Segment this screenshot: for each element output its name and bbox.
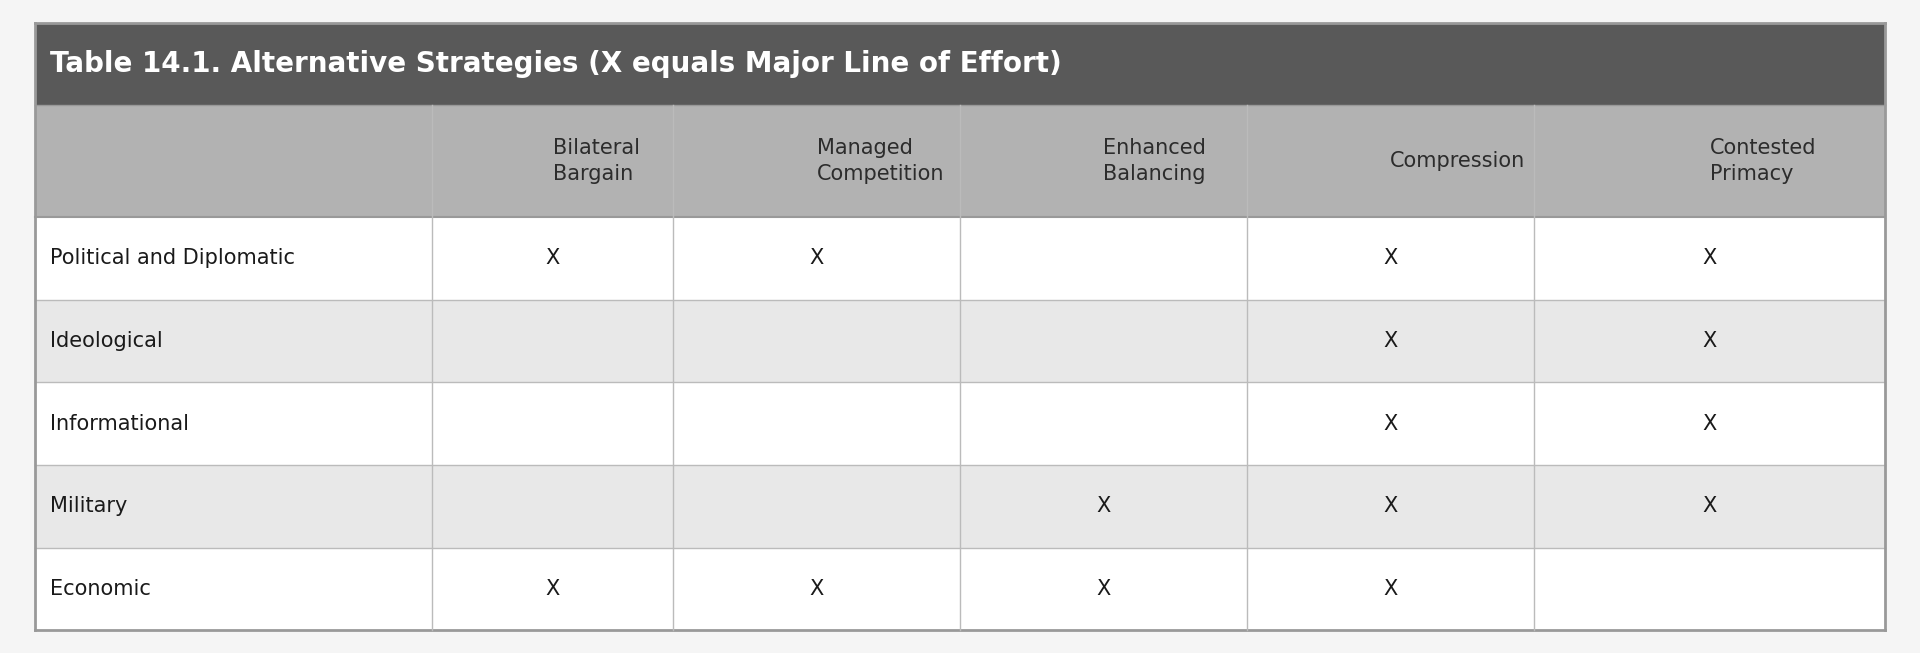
Text: Contested
Primacy: Contested Primacy (1709, 138, 1816, 184)
Text: Political and Diplomatic: Political and Diplomatic (50, 249, 296, 268)
Text: X: X (1382, 331, 1398, 351)
Bar (35, 548, 1885, 630)
Text: X: X (1382, 579, 1398, 599)
Text: X: X (545, 249, 561, 268)
Text: Managed
Competition: Managed Competition (816, 138, 945, 184)
Text: X: X (1096, 579, 1110, 599)
Text: X: X (1382, 496, 1398, 517)
Text: X: X (810, 249, 824, 268)
Text: Enhanced
Balancing: Enhanced Balancing (1104, 138, 1206, 184)
Bar (35, 23, 1885, 105)
Text: X: X (1703, 249, 1716, 268)
Text: X: X (1703, 331, 1716, 351)
Bar (35, 465, 1885, 548)
Text: X: X (810, 579, 824, 599)
Text: X: X (1703, 496, 1716, 517)
Text: X: X (1382, 413, 1398, 434)
Text: Economic: Economic (50, 579, 152, 599)
Bar (35, 383, 1885, 465)
Bar (35, 300, 1885, 383)
Text: X: X (1096, 496, 1110, 517)
Bar (35, 105, 1885, 217)
Bar (35, 217, 1885, 300)
Text: Ideological: Ideological (50, 331, 163, 351)
Text: X: X (545, 579, 561, 599)
Text: Military: Military (50, 496, 127, 517)
Text: Bilateral
Bargain: Bilateral Bargain (553, 138, 639, 184)
Text: Compression: Compression (1390, 151, 1526, 171)
Text: X: X (1382, 249, 1398, 268)
Text: Informational: Informational (50, 413, 188, 434)
Text: Table 14.1. Alternative Strategies (X equals Major Line of Effort): Table 14.1. Alternative Strategies (X eq… (50, 50, 1062, 78)
Text: X: X (1703, 413, 1716, 434)
